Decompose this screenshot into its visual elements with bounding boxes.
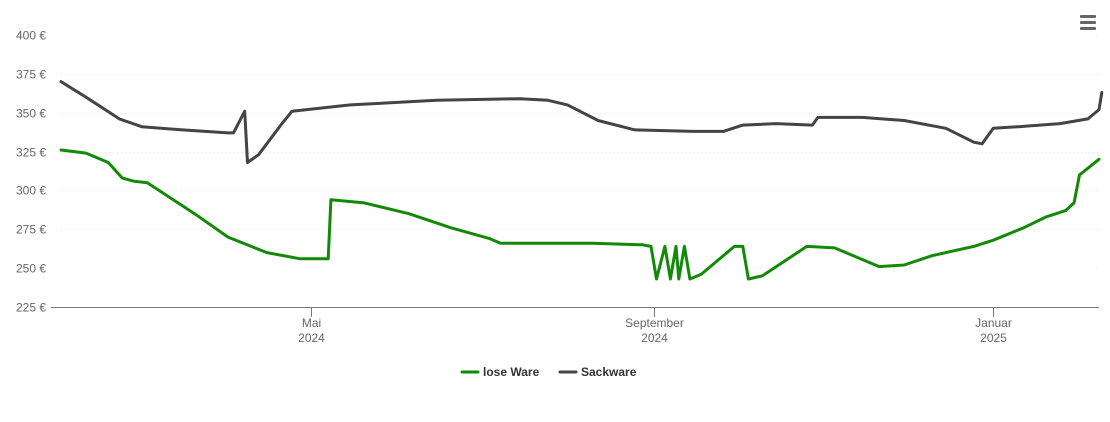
y-tick-label: 375 € xyxy=(16,68,46,82)
y-tick-label: 275 € xyxy=(16,223,46,237)
y-tick-label: 350 € xyxy=(16,107,46,121)
y-tick-label: 225 € xyxy=(16,301,46,315)
x-tick-label: 2024 xyxy=(298,331,325,345)
x-tick-label: September xyxy=(625,316,684,330)
x-tick-label: 2024 xyxy=(641,331,668,345)
y-tick-label: 300 € xyxy=(16,184,46,198)
series-line-lose-ware xyxy=(59,148,1101,281)
legend-label: lose Ware xyxy=(483,365,540,379)
x-tick-label: 2025 xyxy=(980,331,1007,345)
x-tick-label: Januar xyxy=(975,316,1012,330)
legend-label: Sackware xyxy=(581,365,637,379)
hamburger-menu-icon[interactable] xyxy=(1076,10,1100,34)
grid-lines xyxy=(61,35,1099,269)
y-tick-label: 325 € xyxy=(16,146,46,160)
y-axis: 225 € 250 € 275 € 300 € 325 € 350 € 375 € 400 € xyxy=(16,29,46,315)
legend[interactable]: lose Ware Sackware xyxy=(460,365,637,379)
series-line-sackware xyxy=(59,80,1104,164)
y-tick-label: 250 € xyxy=(16,262,46,276)
series-layer xyxy=(59,80,1104,281)
legend-item[interactable]: lose Ware xyxy=(460,365,540,379)
x-tick-label: Mai xyxy=(302,316,321,330)
legend-item[interactable]: Sackware xyxy=(558,365,637,379)
y-tick-label: 400 € xyxy=(16,29,46,43)
